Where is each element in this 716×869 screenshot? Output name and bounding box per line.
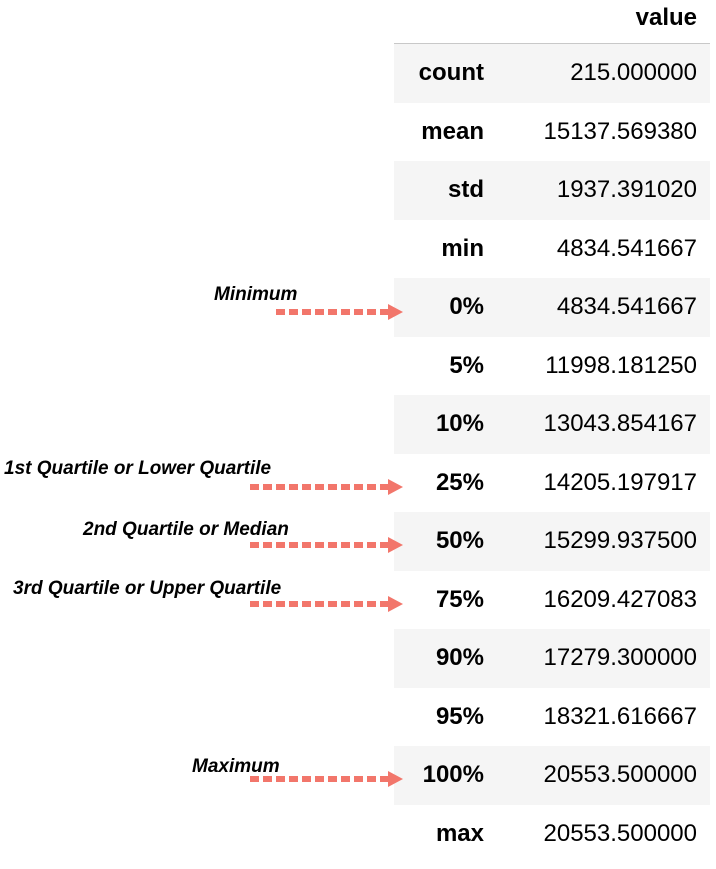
row-label-5pct: 5% — [449, 351, 484, 379]
table-row: 50% 15299.937500 — [394, 512, 710, 571]
table-row: 95% 18321.616667 — [394, 688, 710, 747]
row-label-max: max — [435, 819, 484, 847]
column-header-value: value — [635, 4, 697, 31]
row-label-75pct: 75% — [435, 585, 484, 613]
row-value-95pct: 18321.616667 — [543, 702, 698, 730]
row-label-10pct: 10% — [435, 410, 484, 438]
row-value-100pct: 20553.500000 — [543, 761, 698, 789]
table-row: 5% 11998.181250 — [394, 337, 710, 396]
table-row: 75% 16209.427083 — [394, 571, 710, 630]
row-label-count: count — [418, 59, 484, 87]
row-value-10pct: 13043.854167 — [543, 410, 698, 438]
row-label-95pct: 95% — [435, 702, 484, 730]
table-row: std 1937.391020 — [394, 161, 710, 220]
row-label-0pct: 0% — [449, 293, 484, 321]
describe-table: value count 215.000000 mean 15137.569380… — [394, 0, 710, 863]
row-label-100pct: 100% — [422, 761, 484, 789]
row-label-90pct: 90% — [435, 644, 484, 672]
annotation-minimum: Minimum — [214, 284, 298, 305]
annotation-maximum: Maximum — [192, 756, 280, 777]
arrow-median — [250, 537, 404, 553]
row-value-50pct: 15299.937500 — [543, 527, 698, 555]
row-label-mean: mean — [421, 117, 484, 145]
table-row: 100% 20553.500000 — [394, 746, 710, 805]
row-value-max: 20553.500000 — [543, 819, 698, 847]
row-value-std: 1937.391020 — [556, 176, 697, 204]
annotation-q3: 3rd Quartile or Upper Quartile — [13, 578, 282, 599]
table-row: 10% 13043.854167 — [394, 395, 710, 454]
row-label-std: std — [448, 176, 484, 204]
table-row: 0% 4834.541667 — [394, 278, 710, 337]
row-value-0pct: 4834.541667 — [556, 293, 697, 321]
row-value-25pct: 14205.197917 — [543, 468, 698, 496]
row-value-count: 215.000000 — [570, 59, 697, 87]
table-row: count 215.000000 — [394, 44, 710, 103]
annotation-median: 2nd Quartile or Median — [83, 519, 289, 540]
row-label-min: min — [441, 234, 484, 262]
arrow-maximum — [250, 771, 404, 787]
arrow-q3 — [250, 596, 404, 612]
table-row: 90% 17279.300000 — [394, 629, 710, 688]
table-row: 25% 14205.197917 — [394, 454, 710, 513]
row-value-min: 4834.541667 — [556, 234, 697, 262]
row-label-25pct: 25% — [435, 468, 484, 496]
table-row: mean 15137.569380 — [394, 103, 710, 162]
table-row: min 4834.541667 — [394, 220, 710, 279]
row-value-mean: 15137.569380 — [543, 117, 698, 145]
table-row: max 20553.500000 — [394, 805, 710, 864]
row-value-5pct: 11998.181250 — [545, 351, 697, 379]
row-value-75pct: 16209.427083 — [543, 585, 698, 613]
arrow-minimum — [276, 304, 404, 320]
row-value-90pct: 17279.300000 — [543, 644, 698, 672]
table-header: value — [394, 0, 710, 44]
arrow-q1 — [250, 479, 404, 495]
row-label-50pct: 50% — [435, 527, 484, 555]
annotation-q1: 1st Quartile or Lower Quartile — [4, 458, 272, 479]
